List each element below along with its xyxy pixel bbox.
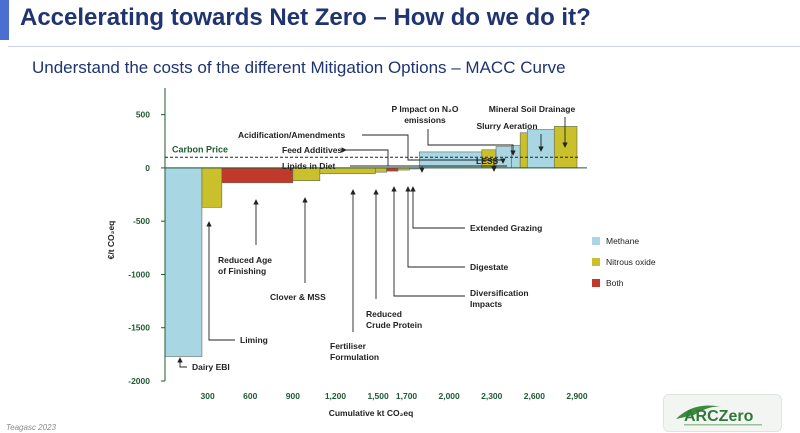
annotation-10: Reduced Crude Protein [366,189,422,330]
bar-5 [374,167,387,173]
annotation-label-4: Feed Additives [282,145,342,155]
annotation-13: Reduced Age of Finishing [218,199,272,276]
y-tick-label-0: 500 [136,110,150,120]
legend-label-2: Both [606,278,624,288]
annotation-label-15: Dairy EBI [192,362,230,372]
annotation-leader-0 [427,129,516,156]
annotation-label-5: Lipids in Diet [282,161,336,171]
svg-text:ARCZero: ARCZero [684,408,754,425]
y-tick-label-4: -1500 [128,323,150,333]
annotation-leader-5 [350,165,425,173]
carbon-price-label: Carbon Price [172,144,228,154]
arczero-logo-icon: ARCZero [676,405,762,426]
annotation-label-14: Liming [240,335,268,345]
source-footer: Teagasc 2023 [6,423,56,432]
annotation-leader-15 [177,357,187,368]
x-tick-label-6: 2,000 [438,391,460,401]
x-tick-label-7: 2,300 [481,391,503,401]
annotation-5: Lipids in Diet [282,161,425,173]
bar-11 [495,146,512,169]
accent-bar [0,0,9,40]
legend-swatch-2 [592,279,600,287]
y-tick-label-3: -1000 [128,269,150,279]
annotation-label-8: Digestate [470,262,509,272]
y-axis-label: €/t CO₂eq [106,221,116,260]
annotation-label-11: Fertiliser Formulation [330,341,379,362]
annotation-label-0: P Impact on N₂O emissions [392,104,459,125]
annotation-label-3: Acidification/Amendments [238,130,345,140]
x-tick-label-9: 2,900 [566,391,588,401]
y-tick-label-2: -500 [133,216,150,226]
arczero-logo: ARCZero [663,394,782,432]
bar-1 [201,167,223,208]
y-tick-label-5: -2000 [128,376,150,386]
legend-label-1: Nitrous oxide [606,257,656,267]
annotation-2: Slurry Aeration [476,121,544,152]
legend-swatch-1 [592,258,600,266]
annotation-label-9: Diversification Impacts [470,288,529,309]
bar-0 [164,167,203,357]
annotation-leader-8 [405,186,465,268]
x-axis-label: Cumulative kt CO₂eq [329,408,414,418]
annotation-label-1: Mineral Soil Drainage [489,104,576,114]
annotation-11: Fertiliser Formulation [330,189,379,362]
x-tick-label-4: 1,500 [367,391,389,401]
annotation-4: Feed Additives [282,145,507,167]
annotation-leader-9 [391,186,465,297]
annotation-9: Diversification Impacts [391,186,529,309]
x-tick-label-2: 900 [286,391,300,401]
bar-15 [553,126,578,169]
annotation-7: Extended Grazing [410,186,542,233]
annotation-label-2: Slurry Aeration [476,121,537,131]
annotation-15: Dairy EBI [177,357,230,372]
legend-label-0: Methane [606,236,639,246]
title-divider [8,46,800,47]
slide-title: Accelerating towards Net Zero – How do w… [20,4,591,31]
legend-swatch-0 [592,237,600,245]
annotation-leader-7 [410,186,465,229]
annotation-label-10: Reduced Crude Protein [366,309,422,330]
x-tick-label-3: 1,200 [325,391,347,401]
x-tick-label-8: 2,600 [524,391,546,401]
annotation-3: Acidification/Amendments [238,130,506,164]
x-tick-label-1: 600 [243,391,257,401]
annotation-label-13: Reduced Age of Finishing [218,255,272,276]
annotation-leader-4 [341,147,507,167]
annotation-6: LESS [476,156,499,172]
x-tick-label-5: 1,700 [396,391,418,401]
annotation-12: Clover & MSS [270,197,326,302]
annotation-label-6: LESS [476,156,499,166]
annotation-label-12: Clover & MSS [270,292,326,302]
annotation-leader-14 [206,221,235,341]
y-tick-label-1: 0 [145,163,150,173]
annotation-14: Liming [206,221,268,345]
annotation-label-7: Extended Grazing [470,223,542,233]
annotation-8: Digestate [405,186,509,272]
annotation-1: Mineral Soil Drainage [489,104,576,148]
slide-subtitle: Understand the costs of the different Mi… [32,58,566,77]
bar-13 [519,132,528,169]
annotation-0: P Impact on N₂O emissions [392,104,516,156]
x-tick-label-0: 300 [201,391,215,401]
annotation-leader-3 [362,134,506,164]
